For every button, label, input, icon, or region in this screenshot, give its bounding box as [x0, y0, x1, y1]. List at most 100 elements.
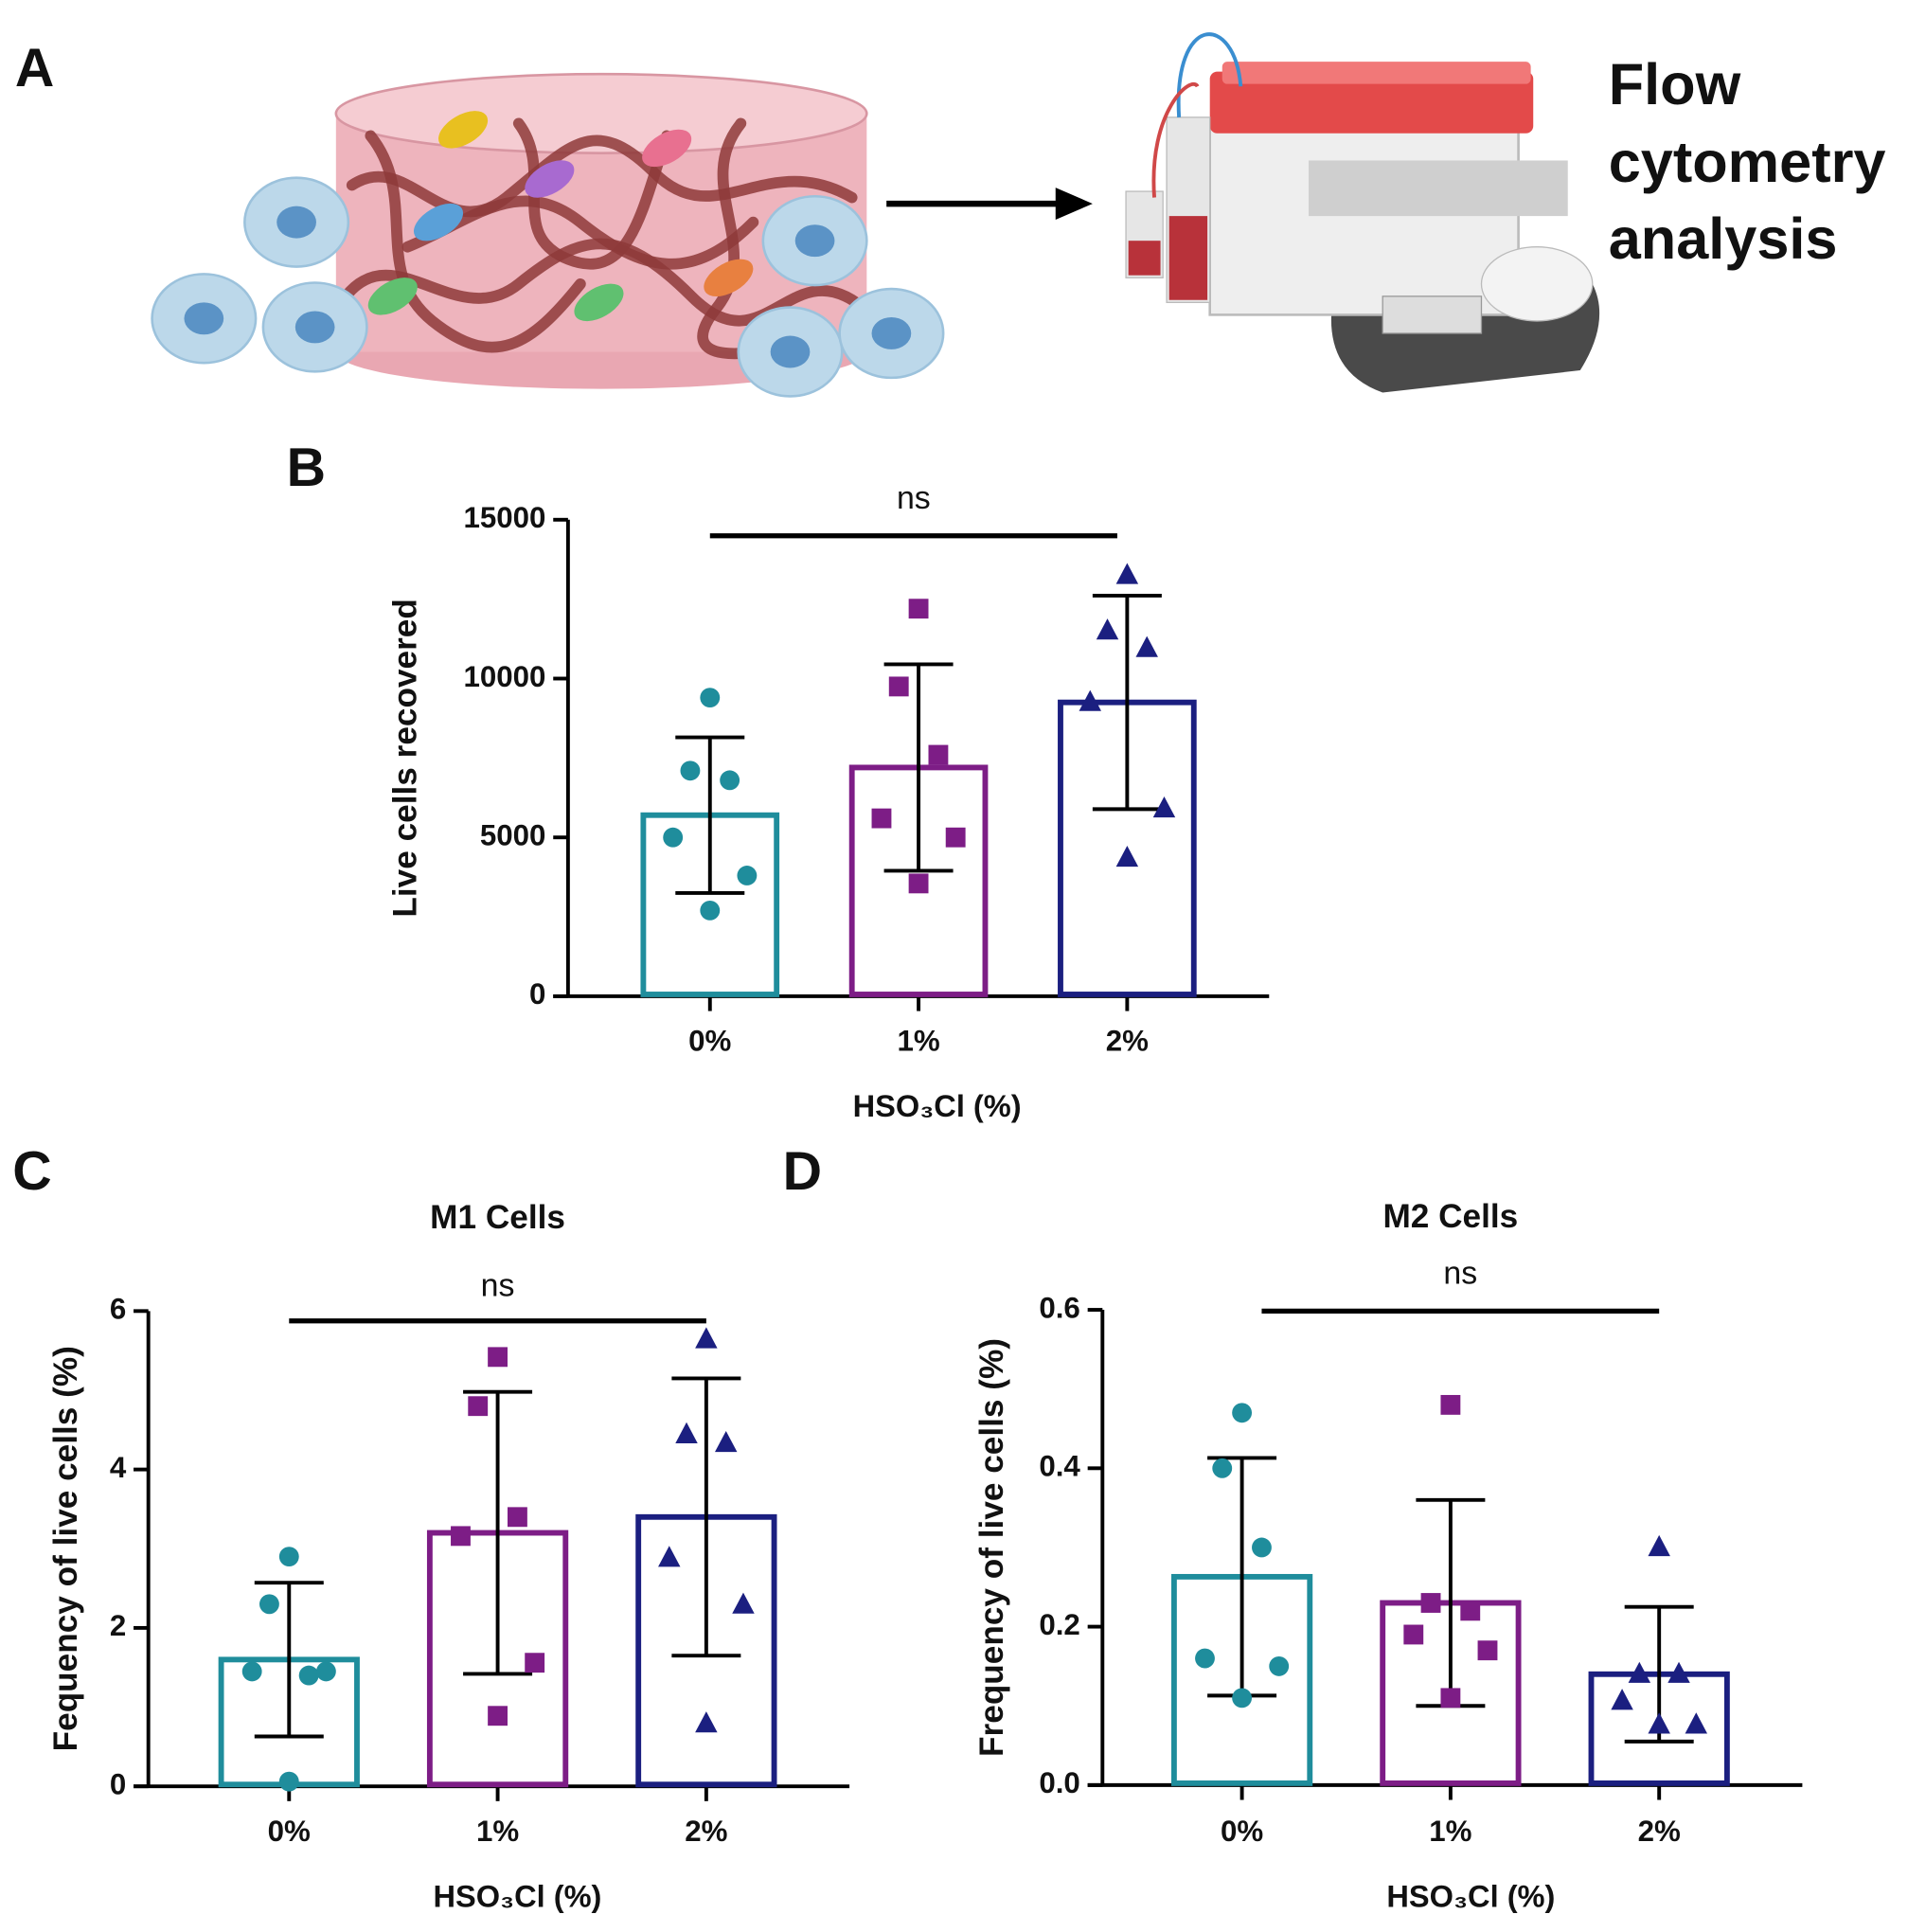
data-point: [1648, 1534, 1670, 1557]
data-point: [675, 1422, 698, 1443]
data-point: [468, 1396, 489, 1417]
chart-title: M2 Cells: [1383, 1198, 1519, 1235]
data-point: [700, 900, 721, 921]
data-point: [1232, 1688, 1253, 1708]
data-point: [908, 599, 929, 619]
x-tick-label: 2%: [1638, 1815, 1681, 1848]
x-tick-label: 0%: [1221, 1815, 1263, 1848]
data-point: [488, 1706, 508, 1726]
bottle-fluid: [1168, 216, 1208, 300]
data-point: [658, 1546, 681, 1567]
data-point: [315, 1661, 336, 1682]
sampler: [1480, 246, 1594, 322]
y-tick-label: 0.4: [1039, 1450, 1080, 1483]
significance-label: ns: [897, 480, 931, 516]
data-point: [508, 1507, 527, 1528]
data-point: [720, 770, 740, 791]
y-axis-label: Live cells recovered: [387, 599, 424, 917]
data-point: [908, 873, 929, 894]
data-point: [1440, 1394, 1461, 1415]
data-point: [1232, 1403, 1253, 1423]
x-tick-label: 2%: [685, 1815, 727, 1848]
cell-fragment: [574, 283, 624, 322]
cell-fragment: [413, 203, 464, 242]
cell-fragment: [704, 259, 754, 297]
fiber: [401, 195, 759, 270]
data-point: [700, 688, 721, 708]
y-axis-label: Frequency of live cells (%): [973, 1338, 1010, 1757]
nucleus: [794, 224, 835, 258]
data-point: [259, 1594, 279, 1615]
data-point: [1195, 1648, 1215, 1669]
data-point: [278, 1771, 299, 1792]
data-point: [695, 1711, 718, 1733]
data-point: [1079, 689, 1101, 711]
cell-fragment: [642, 129, 692, 168]
cytometer-lid-top: [1222, 62, 1531, 84]
tube: [1151, 81, 1200, 198]
nucleus: [184, 302, 224, 335]
nucleus: [276, 206, 316, 239]
x-axis-label: HSO₃Cl (%): [1386, 1879, 1555, 1913]
data-point: [241, 1661, 262, 1682]
data-point: [1135, 635, 1158, 657]
x-tick-label: 1%: [476, 1815, 519, 1848]
x-axis-label: HSO₃Cl (%): [853, 1089, 1022, 1123]
data-point: [1096, 618, 1119, 640]
data-point: [1628, 1661, 1651, 1683]
data-point: [1667, 1661, 1690, 1683]
y-axis-label: Fequency of live cells (%): [47, 1346, 84, 1751]
data-point: [695, 1327, 718, 1349]
y-tick-label: 6: [110, 1293, 126, 1326]
y-tick-label: 0.0: [1039, 1766, 1079, 1799]
y-tick-label: 0.6: [1039, 1291, 1079, 1324]
data-point: [928, 744, 949, 765]
cell-fragment: [438, 111, 489, 149]
data-point: [1269, 1655, 1290, 1676]
data-point: [945, 827, 966, 848]
nucleus: [294, 311, 335, 344]
panel-label: A: [15, 38, 54, 98]
data-point: [298, 1665, 319, 1686]
panel-label: D: [783, 1141, 822, 1202]
data-point: [732, 1592, 755, 1614]
data-point: [488, 1347, 508, 1368]
data-point: [888, 676, 909, 697]
error-bar: [883, 662, 954, 873]
error-bar: [671, 1376, 741, 1658]
error-bar: [463, 1389, 533, 1676]
data-point: [714, 1430, 738, 1453]
fiber: [365, 130, 586, 353]
nucleus: [770, 335, 811, 368]
error-bar: [1092, 593, 1162, 812]
fiber: [346, 134, 858, 218]
data-point: [525, 1653, 545, 1673]
plate: [1382, 295, 1483, 334]
error-bar: [254, 1581, 324, 1739]
data-point: [663, 827, 684, 848]
x-tick-label: 2%: [1106, 1025, 1149, 1058]
significance-label: ns: [481, 1268, 515, 1304]
panel-label: C: [12, 1141, 51, 1202]
data-point: [680, 760, 701, 781]
y-tick-label: 0: [110, 1767, 126, 1800]
data-point: [871, 808, 892, 829]
cytometer-lid: [1209, 71, 1534, 134]
x-tick-label: 1%: [1429, 1815, 1471, 1848]
data-point: [1648, 1712, 1670, 1734]
data-point: [1460, 1601, 1481, 1621]
data-point: [1115, 563, 1139, 584]
cell-fragment: [525, 160, 575, 198]
data-point: [737, 866, 758, 886]
data-point: [1152, 796, 1176, 818]
caption: Flow: [1609, 52, 1741, 116]
x-axis-label: HSO₃Cl (%): [433, 1879, 601, 1913]
data-point: [1403, 1624, 1424, 1645]
y-tick-label: 4: [110, 1451, 127, 1484]
data-point: [1685, 1712, 1708, 1734]
x-tick-label: 0%: [688, 1025, 731, 1058]
data-point: [1252, 1537, 1272, 1558]
cytometer-body: [1208, 122, 1520, 316]
caption: analysis: [1609, 206, 1838, 271]
